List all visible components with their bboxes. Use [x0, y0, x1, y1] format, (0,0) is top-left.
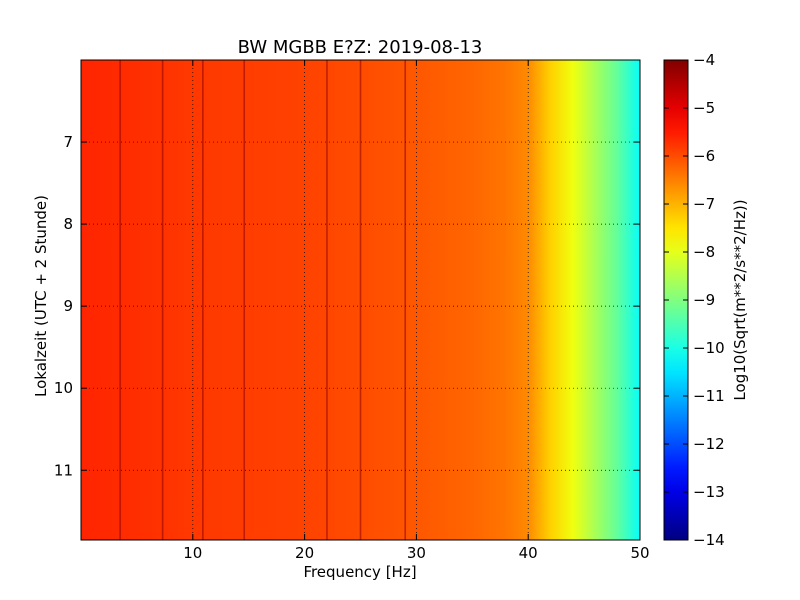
colorbar-tick-label: −5	[693, 99, 715, 117]
colorbar-tick-label: −10	[693, 339, 725, 357]
x-tick-label: 40	[519, 544, 538, 562]
plot-frame	[80, 59, 641, 541]
colorbar-ticks: −4 −5 −6 −7 −8 −9 −10 −11 −12 −13 −14	[664, 51, 725, 549]
spectral-lines	[119, 60, 407, 540]
plot-area	[80, 59, 641, 541]
x-tick-label: 10	[183, 544, 202, 562]
y-tick-label: 11	[54, 461, 73, 479]
y-tick-label: 9	[63, 297, 73, 315]
x-axis-label: Frequency [Hz]	[303, 563, 416, 581]
colorbar-tick-label: −12	[693, 435, 725, 453]
colorbar-tick-label: −7	[693, 195, 715, 213]
colorbar-tick-label: −11	[693, 387, 725, 405]
y-tick-label: 10	[54, 379, 73, 397]
x-tick-label: 20	[295, 544, 314, 562]
x-axis: 10 20 30 40 50	[183, 60, 650, 562]
colorbar-label: Log10(Sqrt(m**2/s**2/Hz))	[731, 199, 749, 400]
colorbar-tick-label: −8	[693, 243, 715, 261]
colorbar: −4 −5 −6 −7 −8 −9 −10 −11 −12 −13 −14 Log10(Sqrt(m…	[663, 51, 749, 549]
colorbar-tick-label: −4	[693, 51, 715, 69]
grid-lines	[81, 60, 640, 540]
colorbar-tick-label: −14	[693, 531, 725, 549]
y-axis-label: Lokalzeit (UTC + 2 Stunde)	[32, 195, 50, 397]
x-tick-label: 30	[407, 544, 426, 562]
chart-title: BW MGBB E?Z: 2019-08-13	[238, 37, 483, 58]
colorbar-tick-label: −9	[693, 291, 715, 309]
colorbar-tick-label: −13	[693, 483, 725, 501]
colorbar-tick-label: −6	[693, 147, 715, 165]
x-tick-label: 50	[630, 544, 649, 562]
y-tick-label: 8	[63, 215, 73, 233]
y-axis: 7 8 9 10 11	[54, 133, 640, 479]
y-tick-label: 7	[63, 133, 73, 151]
